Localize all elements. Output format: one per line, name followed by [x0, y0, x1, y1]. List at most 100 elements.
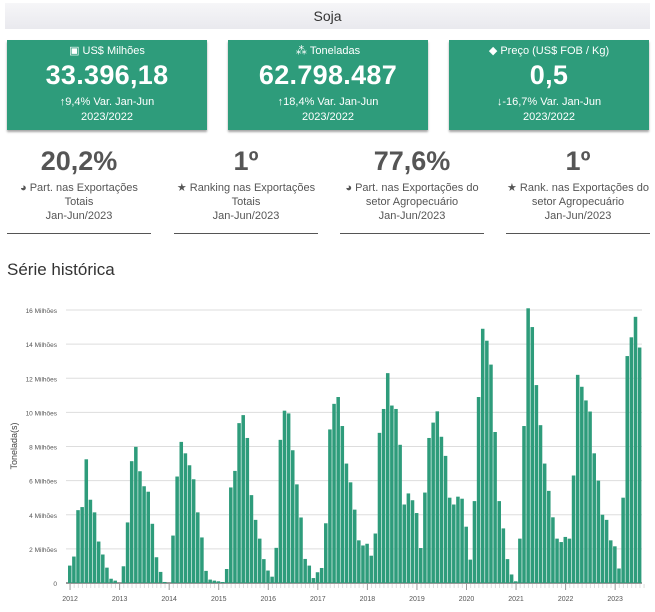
- bar[interactable]: [629, 337, 634, 583]
- bar[interactable]: [109, 578, 113, 583]
- bar[interactable]: [101, 554, 105, 583]
- bar[interactable]: [357, 540, 361, 583]
- bar[interactable]: [204, 570, 208, 583]
- bar[interactable]: [72, 556, 76, 583]
- bar[interactable]: [187, 465, 192, 583]
- bar[interactable]: [278, 439, 283, 583]
- bar[interactable]: [439, 436, 444, 583]
- bar[interactable]: [340, 426, 345, 583]
- bar[interactable]: [191, 479, 196, 583]
- bar[interactable]: [253, 519, 258, 583]
- bar[interactable]: [497, 501, 501, 583]
- bar[interactable]: [456, 496, 460, 583]
- bar[interactable]: [551, 517, 555, 583]
- bar[interactable]: [427, 437, 431, 583]
- bar[interactable]: [303, 558, 307, 583]
- bar[interactable]: [596, 480, 601, 583]
- bar[interactable]: [385, 373, 390, 583]
- bar[interactable]: [518, 538, 522, 583]
- bar[interactable]: [121, 566, 126, 583]
- bar[interactable]: [423, 492, 427, 583]
- bar[interactable]: [542, 463, 547, 583]
- bar[interactable]: [526, 308, 530, 583]
- bar[interactable]: [513, 581, 518, 583]
- bar[interactable]: [447, 497, 452, 583]
- bar[interactable]: [604, 519, 609, 583]
- bar[interactable]: [443, 455, 448, 583]
- bar[interactable]: [92, 512, 97, 583]
- bar[interactable]: [592, 453, 596, 583]
- bar[interactable]: [125, 522, 130, 583]
- bar[interactable]: [414, 513, 419, 583]
- bar[interactable]: [216, 581, 221, 583]
- bar[interactable]: [224, 569, 229, 583]
- bar[interactable]: [324, 523, 328, 583]
- bar[interactable]: [150, 523, 155, 583]
- bar[interactable]: [571, 475, 576, 583]
- bar[interactable]: [617, 568, 621, 583]
- bar[interactable]: [332, 403, 336, 583]
- bar[interactable]: [377, 432, 382, 583]
- bar[interactable]: [505, 559, 510, 583]
- bar[interactable]: [129, 461, 134, 583]
- bar[interactable]: [328, 429, 332, 583]
- bar[interactable]: [431, 422, 435, 583]
- bar[interactable]: [608, 540, 613, 583]
- bar[interactable]: [315, 572, 320, 583]
- bar[interactable]: [220, 581, 225, 583]
- bar[interactable]: [299, 517, 303, 583]
- bar[interactable]: [501, 528, 506, 583]
- bar[interactable]: [196, 512, 200, 583]
- bar[interactable]: [183, 453, 188, 583]
- bar[interactable]: [575, 374, 580, 583]
- bar[interactable]: [179, 441, 184, 583]
- bar[interactable]: [295, 484, 299, 583]
- bar[interactable]: [352, 509, 357, 583]
- bar[interactable]: [266, 570, 270, 583]
- bar[interactable]: [419, 548, 423, 583]
- bar[interactable]: [588, 411, 592, 583]
- bar[interactable]: [290, 450, 295, 583]
- bar[interactable]: [158, 571, 163, 583]
- bar[interactable]: [134, 446, 138, 583]
- bar[interactable]: [212, 580, 217, 583]
- bar[interactable]: [270, 576, 274, 583]
- bar[interactable]: [365, 543, 369, 583]
- bar[interactable]: [319, 567, 324, 583]
- bar[interactable]: [398, 444, 402, 583]
- bar[interactable]: [472, 501, 477, 583]
- bar[interactable]: [480, 328, 485, 583]
- bar[interactable]: [348, 482, 353, 583]
- bar[interactable]: [233, 470, 237, 583]
- bar[interactable]: [257, 538, 262, 583]
- bar[interactable]: [547, 490, 551, 583]
- bar[interactable]: [88, 499, 93, 583]
- bar[interactable]: [402, 504, 407, 583]
- bar[interactable]: [406, 493, 411, 583]
- bar[interactable]: [555, 538, 559, 583]
- bar[interactable]: [522, 426, 526, 583]
- bar[interactable]: [311, 578, 316, 583]
- bar[interactable]: [485, 340, 489, 583]
- bar[interactable]: [154, 557, 159, 583]
- bar[interactable]: [68, 565, 72, 583]
- bar[interactable]: [229, 487, 233, 583]
- bar[interactable]: [390, 405, 394, 583]
- bar[interactable]: [113, 580, 117, 583]
- bar[interactable]: [344, 463, 349, 583]
- bar[interactable]: [373, 533, 378, 583]
- bar[interactable]: [80, 507, 84, 583]
- bar[interactable]: [538, 425, 543, 583]
- bar[interactable]: [613, 546, 617, 583]
- bar[interactable]: [249, 495, 254, 583]
- bar[interactable]: [96, 541, 101, 583]
- bar[interactable]: [162, 581, 167, 583]
- bar[interactable]: [460, 498, 464, 583]
- bar[interactable]: [476, 397, 481, 583]
- bar[interactable]: [237, 423, 241, 583]
- bar[interactable]: [274, 547, 279, 583]
- bar[interactable]: [171, 535, 175, 583]
- bar[interactable]: [559, 542, 563, 583]
- bar[interactable]: [637, 347, 642, 583]
- bar[interactable]: [509, 574, 514, 583]
